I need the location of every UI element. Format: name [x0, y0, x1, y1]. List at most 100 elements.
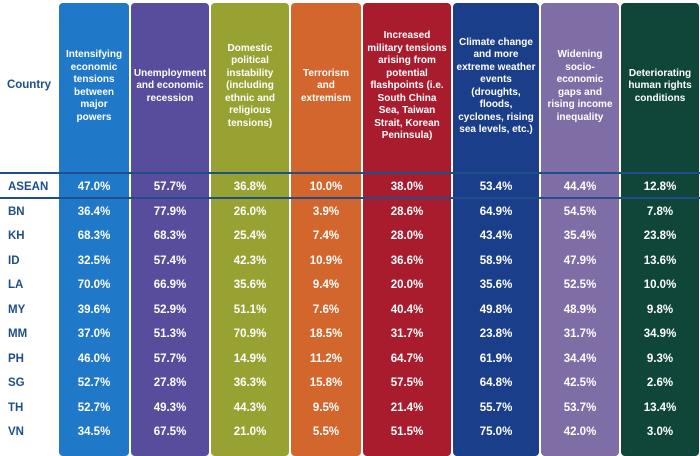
row-label: MY	[8, 303, 26, 316]
table-cell: 53.4%	[479, 180, 513, 193]
table-cell: 42.3%	[233, 254, 267, 267]
table-cell: 35.4%	[563, 229, 597, 242]
column-divider	[619, 0, 621, 452]
column-header: Intensifying economic tensions between m…	[65, 49, 123, 123]
row-label: SG	[8, 376, 25, 389]
column-divider	[539, 0, 541, 452]
table-cell: 57.7%	[153, 352, 187, 365]
row-separator	[0, 197, 700, 199]
column-background	[131, 3, 209, 456]
table-cell: 11.2%	[310, 352, 342, 365]
table-cell: 21.4%	[390, 401, 424, 414]
table-cell: 23.8%	[479, 327, 513, 340]
table-cell: 48.9%	[563, 303, 597, 316]
table-cell: 10.9%	[309, 254, 343, 267]
row-label: LA	[8, 278, 24, 291]
table-cell: 51.3%	[153, 327, 187, 340]
column-background	[291, 3, 361, 456]
table-cell: 44.3%	[233, 401, 267, 414]
table-cell: 37.0%	[77, 327, 111, 340]
row-label: ID	[8, 254, 20, 267]
table-cell: 36.8%	[233, 180, 267, 193]
column-divider	[361, 0, 363, 452]
table-cell: 31.7%	[390, 327, 424, 340]
table-cell: 67.5%	[153, 425, 187, 438]
table-cell: 57.7%	[153, 180, 187, 193]
row-separator	[0, 172, 700, 174]
table-cell: 27.8%	[153, 376, 187, 389]
table-cell: 68.3%	[77, 229, 111, 242]
table-cell: 64.8%	[479, 376, 513, 389]
table-cell: 54.5%	[563, 205, 597, 218]
table-cell: 52.9%	[153, 303, 187, 316]
table-cell: 20.0%	[390, 278, 424, 291]
table-cell: 49.8%	[479, 303, 513, 316]
column-header: Domestic political instability (includin…	[224, 42, 275, 129]
table-cell: 9.8%	[646, 303, 674, 316]
table-cell: 36.6%	[390, 254, 424, 267]
column-background	[541, 3, 619, 456]
table-cell: 40.4%	[390, 303, 424, 316]
column-divider	[209, 0, 211, 452]
table-cell: 39.6%	[77, 303, 111, 316]
table-cell: 7.6%	[312, 303, 340, 316]
table-cell: 52.7%	[77, 376, 111, 389]
table-cell: 21.0%	[233, 425, 267, 438]
column-divider	[129, 0, 131, 452]
table-cell: 15.8%	[309, 376, 343, 389]
table-cell: 75.0%	[479, 425, 513, 438]
table-cell: 35.6%	[479, 278, 513, 291]
table-cell: 51.5%	[390, 425, 424, 438]
column-divider	[289, 0, 291, 452]
table-cell: 49.3%	[153, 401, 187, 414]
table-cell: 53.7%	[563, 401, 597, 414]
table-cell: 34.9%	[643, 327, 677, 340]
table-cell: 42.5%	[563, 376, 597, 389]
table-cell: 10.0%	[309, 180, 343, 193]
column-header: Terrorism and extremism	[300, 67, 352, 104]
table-cell: 28.6%	[390, 205, 424, 218]
column-background	[363, 3, 451, 456]
table-cell: 70.9%	[233, 327, 267, 340]
table-cell: 9.4%	[312, 278, 340, 291]
row-label: BN	[8, 205, 25, 218]
column-header: Increased military tensions arising from…	[367, 30, 447, 142]
column-divider	[451, 0, 453, 452]
table-cell: 47.9%	[563, 254, 597, 267]
column-header: Deteriorating human rights conditions	[628, 67, 692, 104]
table-cell: 5.5%	[312, 425, 340, 438]
table-cell: 42.0%	[563, 425, 597, 438]
row-label: KH	[8, 229, 25, 242]
row-label: VN	[8, 425, 24, 438]
row-label: TH	[8, 401, 24, 414]
table-cell: 38.0%	[390, 180, 424, 193]
table-cell: 66.9%	[153, 278, 187, 291]
table-cell: 31.7%	[563, 327, 597, 340]
table-cell: 23.8%	[643, 229, 677, 242]
table-cell: 10.0%	[643, 278, 677, 291]
table-cell: 57.5%	[390, 376, 424, 389]
table-cell: 61.9%	[479, 352, 513, 365]
table-cell: 68.3%	[153, 229, 187, 242]
table-cell: 64.9%	[479, 205, 513, 218]
column-background	[453, 3, 539, 456]
table-cell: 70.0%	[77, 278, 111, 291]
table-cell: 34.4%	[563, 352, 597, 365]
column-header: Widening socio-economic gaps and rising …	[547, 49, 613, 123]
table-cell: 36.4%	[77, 205, 111, 218]
table-cell: 52.5%	[563, 278, 597, 291]
table-cell: 51.1%	[233, 303, 267, 316]
table-cell: 57.4%	[153, 254, 187, 267]
column-header: Climate change and more extreme weather …	[456, 36, 536, 136]
table-cell: 46.0%	[77, 352, 111, 365]
table-cell: 7.4%	[312, 229, 340, 242]
column-background	[211, 3, 289, 456]
row-label: MM	[8, 327, 28, 340]
country-column-header: Country	[6, 79, 52, 91]
row-label: ASEAN	[8, 180, 49, 193]
table-cell: 43.4%	[479, 229, 513, 242]
table-cell: 77.9%	[153, 205, 187, 218]
column-background	[59, 3, 129, 456]
table-cell: 64.7%	[390, 352, 424, 365]
